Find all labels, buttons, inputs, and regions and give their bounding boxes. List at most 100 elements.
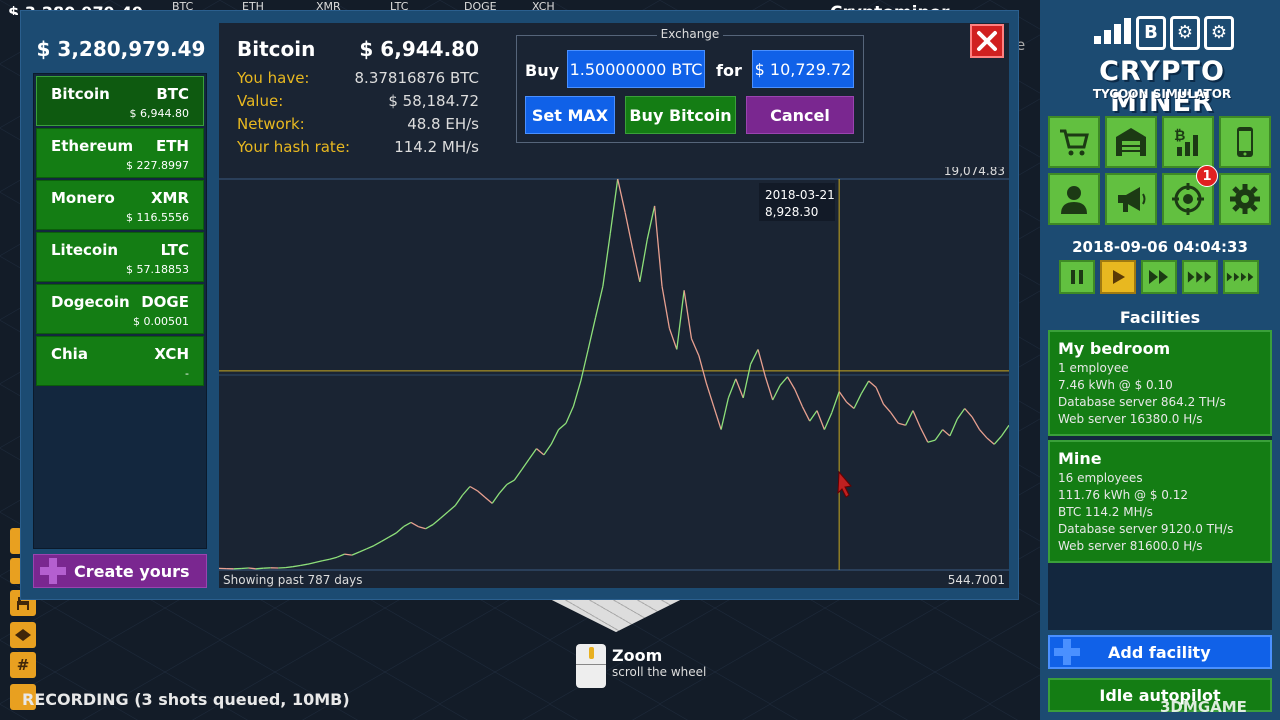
facility-detail: Database server 9120.0 TH/s — [1058, 522, 1234, 536]
coin-item-monero[interactable]: Monero XMR $ 116.5556 — [36, 180, 204, 230]
facilities-title: Facilities — [1119, 308, 1201, 327]
price-segment — [587, 317, 597, 350]
logo-subtitle: TYCOON SIMULATOR — [1092, 87, 1232, 101]
price-segment — [285, 566, 293, 569]
chart-max-label: 19,074.83 — [944, 167, 1005, 178]
cost-input[interactable]: $ 10,729.72 — [752, 50, 854, 88]
price-segment — [757, 349, 767, 377]
coin-detail-price: $ 6,944.80 — [359, 37, 479, 61]
facility-detail: 16 employees — [1058, 471, 1143, 485]
coin-item-chia[interactable]: Chia XCH - — [36, 336, 204, 386]
game-logo: B ⚙ ⚙ CRYPTO MINER TYCOON SIMULATOR — [1056, 14, 1268, 118]
build-tool-button[interactable] — [10, 528, 22, 554]
settings-button[interactable] — [1219, 173, 1271, 225]
coin-item-dogecoin[interactable]: Dogecoin DOGE $ 0.00501 — [36, 284, 204, 334]
price-segment — [351, 551, 360, 556]
bitcoin-chart-icon: ₿ — [1174, 128, 1198, 156]
warehouse-button[interactable] — [1105, 116, 1157, 168]
value-label: Value: — [237, 92, 284, 110]
for-label: for — [716, 61, 742, 80]
price-segment — [986, 437, 995, 445]
phone-button[interactable] — [1219, 116, 1271, 168]
fast-forward-2x-button[interactable] — [1141, 260, 1177, 294]
set-max-button[interactable]: Set MAX — [525, 96, 615, 134]
coin-name: Monero — [51, 189, 115, 207]
idle-autopilot-button[interactable]: Idle autopilot — [1048, 678, 1272, 712]
watermark-logo: 3DMGAME — [1160, 698, 1247, 716]
cancel-button[interactable]: Cancel — [746, 96, 854, 134]
price-segment — [683, 290, 693, 339]
facility-item-mine[interactable]: Mine 16 employees 111.76 kWh @ $ 0.12 BT… — [1048, 440, 1272, 563]
price-segment — [403, 521, 412, 528]
price-segment — [580, 349, 589, 382]
price-segment — [602, 233, 611, 287]
price-segment — [764, 376, 774, 401]
grid-icon: # — [16, 656, 30, 674]
exchange-box: Exchange Buy 1.50000000 BTC for $ 10,729… — [516, 27, 864, 143]
facility-name: My bedroom — [1058, 339, 1171, 358]
price-segment — [786, 376, 796, 390]
buy-amount-input[interactable]: 1.50000000 BTC — [567, 50, 705, 88]
price-chart[interactable]: 19,074.83 2018-03-21 8,928.30 — [219, 167, 1009, 571]
coin-name: Chia — [51, 345, 88, 363]
buy-coin-button[interactable]: Buy Bitcoin — [625, 96, 736, 134]
layer-tool-button[interactable] — [10, 622, 36, 648]
price-segment — [898, 422, 906, 426]
price-segment — [875, 387, 885, 405]
plus-icon — [40, 558, 66, 584]
fast-forward-3x-button[interactable] — [1182, 260, 1218, 294]
buy-label: Buy — [525, 61, 560, 80]
fan-icon: ⚙ — [1170, 16, 1200, 50]
network-value: 48.8 EH/s — [407, 115, 479, 133]
price-segment — [292, 564, 301, 568]
facility-name: Mine — [1058, 449, 1102, 468]
marketing-button[interactable] — [1105, 173, 1157, 225]
phone-icon — [1237, 127, 1253, 157]
price-segment — [735, 378, 744, 399]
price-segment — [388, 532, 397, 538]
price-segment — [594, 285, 604, 318]
price-segment — [307, 561, 316, 565]
holdings-value: 8.37816876 BTC — [354, 69, 479, 87]
facility-detail: Web server 81600.0 H/s — [1058, 539, 1203, 553]
ticker-item: XMR — [316, 0, 341, 13]
price-segment — [949, 418, 958, 437]
value-row: Value: $ 58,184.72 — [237, 92, 479, 110]
price-segment — [528, 448, 538, 460]
shop-button[interactable] — [1048, 116, 1100, 168]
fast-forward-4x-button[interactable] — [1223, 260, 1259, 294]
price-segment — [565, 406, 574, 424]
price-segment — [853, 393, 862, 409]
price-segment — [668, 328, 678, 350]
coin-symbol: XMR — [150, 189, 189, 207]
record-button[interactable] — [10, 684, 36, 710]
add-facility-button[interactable]: Add facility — [1048, 635, 1272, 669]
employees-button[interactable] — [1048, 173, 1100, 225]
coin-item-bitcoin[interactable]: Bitcoin BTC $ 6,944.80 — [36, 76, 204, 126]
price-segment — [491, 492, 501, 504]
coin-item-ethereum[interactable]: Ethereum ETH $ 227.8997 — [36, 128, 204, 178]
price-segment — [727, 378, 737, 399]
layers-icon — [15, 629, 31, 641]
price-segment — [476, 490, 486, 498]
create-coin-button[interactable]: Create yours — [33, 554, 207, 588]
objectives-button[interactable]: 1 — [1162, 165, 1218, 225]
price-segment — [661, 285, 671, 329]
price-segment — [801, 406, 811, 422]
facility-item-my-bedroom[interactable]: My bedroom 1 employee 7.46 kWh @ $ 0.10 … — [1048, 330, 1272, 436]
close-button[interactable] — [970, 24, 1004, 58]
build-tool-button[interactable] — [10, 558, 22, 584]
price-segment — [484, 496, 493, 504]
grid-toggle-button[interactable]: # — [10, 652, 36, 678]
fast-forward-icon — [1149, 270, 1168, 284]
coin-detail-panel: Bitcoin $ 6,944.80 You have: 8.37816876 … — [219, 23, 1009, 588]
price-segment — [860, 380, 870, 395]
facility-detail: 1 employee — [1058, 361, 1129, 375]
price-segment — [395, 526, 405, 534]
pause-button[interactable] — [1059, 260, 1095, 294]
coin-item-litecoin[interactable]: Litecoin LTC $ 57.18853 — [36, 232, 204, 282]
crypto-market-button[interactable]: ₿ — [1162, 116, 1214, 168]
price-segment — [934, 429, 944, 441]
play-button[interactable] — [1100, 260, 1136, 294]
price-segment — [624, 212, 634, 249]
